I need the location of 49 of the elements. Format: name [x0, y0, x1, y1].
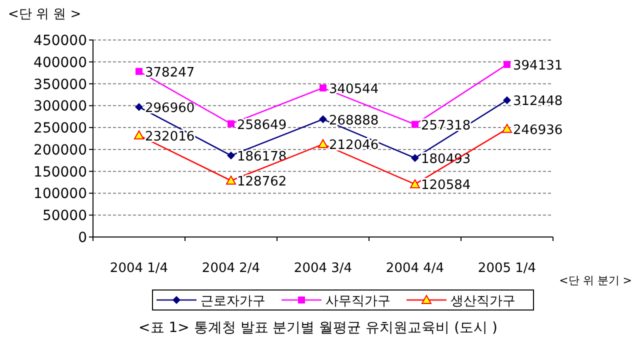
point	[136, 68, 142, 75]
y-tick-label: 250000	[34, 120, 87, 137]
point	[412, 120, 418, 128]
x-tick-label: 2004 2/4	[202, 261, 260, 276]
point	[503, 96, 511, 104]
data-label: 378247	[145, 65, 195, 80]
y-tick-label: 300000	[34, 98, 87, 115]
y-tick-label: 100000	[34, 186, 87, 202]
data-label: 312448	[513, 94, 563, 110]
legend-label: 사무직가구	[326, 294, 390, 309]
point	[410, 179, 420, 188]
data-label: 186178	[237, 149, 287, 164]
y-tick-label: 400000	[34, 54, 87, 71]
point	[226, 176, 236, 185]
data-label: 128762	[237, 174, 287, 190]
y-tick-label: 450000	[34, 33, 87, 49]
point	[504, 60, 510, 68]
point	[319, 115, 327, 124]
y-tick-label: 0	[78, 230, 87, 246]
data-label: 268888	[329, 113, 379, 128]
point	[228, 120, 234, 128]
data-label: 212046	[329, 138, 379, 154]
x-axis-title: <단 위 분기 >	[559, 274, 632, 287]
legend-label: 생산직가구	[450, 294, 516, 309]
legend-label: 근로자가구	[200, 294, 266, 309]
x-tick-label: 2004 4/4	[386, 261, 444, 276]
data-label: 296960	[145, 101, 195, 116]
data-label: 394131	[513, 58, 563, 74]
y-tick-label: 150000	[34, 164, 87, 180]
x-tick-label: 2005 1/4	[478, 261, 536, 276]
data-label: 340544	[329, 82, 379, 97]
point	[135, 103, 143, 111]
point	[134, 130, 144, 140]
data-label: 120584	[421, 178, 471, 194]
x-tick-label: 2004 1/4	[110, 261, 168, 276]
point	[502, 124, 512, 133]
data-label: 258649	[237, 118, 287, 133]
point	[411, 154, 419, 162]
text: <표 1> 통계청 발표 분기별 월평균 유치원교육비 (도시 )	[138, 320, 498, 336]
y-tick-label: 50000	[42, 208, 87, 224]
x-tick-label: 2004 3/4	[294, 261, 352, 276]
y-tick-label: 200000	[34, 142, 87, 158]
data-label: 232016	[145, 129, 195, 144]
point	[227, 151, 235, 160]
y-tick-label: 350000	[34, 76, 87, 93]
point	[320, 84, 326, 92]
y-axis-title: <단 위 원 >	[8, 7, 82, 22]
data-label: 246936	[513, 122, 563, 138]
point	[318, 139, 328, 148]
